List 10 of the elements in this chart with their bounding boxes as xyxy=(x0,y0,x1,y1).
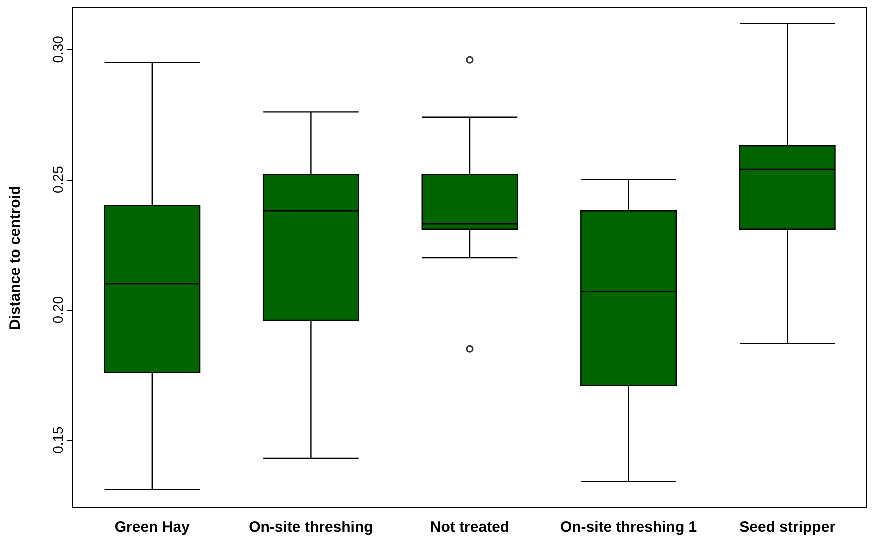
x-tick-label: On-site threshing 1 xyxy=(560,519,698,536)
x-tick-label: Not treated xyxy=(430,519,510,536)
y-axis-title: Distance to centroid xyxy=(7,186,24,330)
x-tick-label: Seed stripper xyxy=(740,519,836,536)
x-tick-label: Green Hay xyxy=(114,519,191,536)
y-tick-label: 0.15 xyxy=(50,426,66,454)
y-tick-label: 0.25 xyxy=(50,166,66,194)
x-tick-label: On-site threshing xyxy=(249,519,374,536)
y-tick-label: 0.30 xyxy=(50,36,66,64)
y-tick-label: 0.20 xyxy=(50,296,66,324)
